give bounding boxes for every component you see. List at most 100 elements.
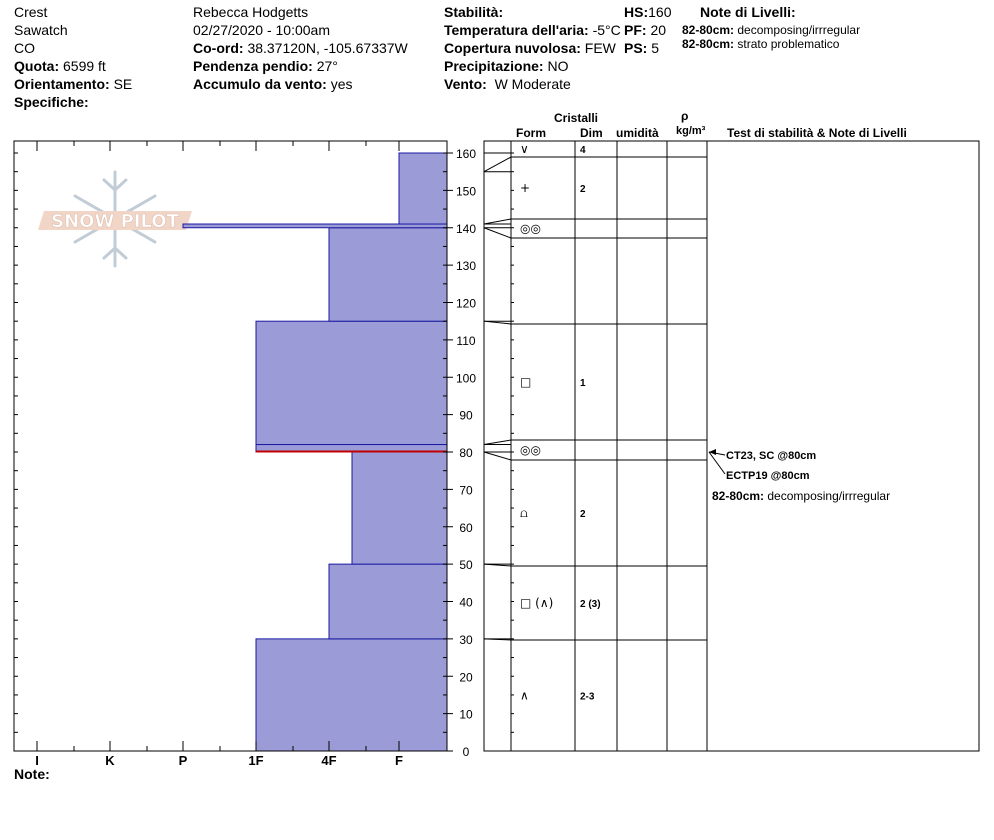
crystal-form: ∨ bbox=[520, 142, 529, 156]
crystal-form: + bbox=[520, 181, 530, 195]
layer-note-1-depth: 82-80cm: bbox=[682, 23, 735, 37]
wind: Vento: W Moderate bbox=[444, 76, 571, 93]
air-temp-value: -5°C bbox=[592, 22, 621, 38]
y-tick-label: 90 bbox=[459, 409, 473, 423]
layer-connector bbox=[483, 439, 512, 446]
y-tick-label: 70 bbox=[459, 483, 473, 497]
layer-note-2-text: strato problematico bbox=[737, 37, 840, 51]
y-tick-label: 0 bbox=[463, 745, 470, 759]
layer-connector bbox=[483, 451, 512, 461]
air-temp: Temperatura dell'aria: -5°C bbox=[444, 22, 621, 39]
crystal-size: 1 bbox=[580, 378, 586, 389]
x-tick-label: F bbox=[395, 753, 403, 768]
x-tick-label: K bbox=[105, 753, 115, 768]
pf-value: 20 bbox=[650, 22, 667, 38]
crystal-size: 4 bbox=[580, 145, 586, 156]
crystal-form: □ bbox=[520, 375, 531, 389]
crystal-table-frame bbox=[483, 140, 980, 752]
coords-label: Co-ord: bbox=[193, 40, 244, 56]
aspect: Orientamento: SE bbox=[14, 76, 132, 93]
y-tick-label: 10 bbox=[459, 708, 473, 722]
stability-test-1: CT23, SC @80cm bbox=[726, 450, 817, 462]
wind-value: W Moderate bbox=[494, 76, 571, 92]
elevation-value: 6599 ft bbox=[63, 58, 106, 74]
layer-note-2: 82-80cm: strato problematico bbox=[682, 37, 839, 52]
y-tick-label: 50 bbox=[459, 558, 473, 572]
air-temp-label: Temperatura dell'aria: bbox=[444, 22, 589, 38]
hardness-bar-4 bbox=[255, 320, 448, 446]
y-tick-label: 80 bbox=[459, 446, 473, 460]
elevation: Quota: 6599 ft bbox=[14, 58, 106, 75]
notes-label: Note: bbox=[14, 766, 50, 782]
hardness-bar-5 bbox=[328, 227, 448, 322]
crystal-form: ◎◎ bbox=[520, 222, 541, 236]
hardness-plot-frame bbox=[13, 140, 448, 752]
slope-value: 27° bbox=[316, 58, 338, 74]
layer-connector bbox=[483, 227, 512, 239]
wind-label: Vento: bbox=[444, 76, 487, 92]
hardness-bar-1 bbox=[328, 563, 448, 640]
x-tick-label: I bbox=[35, 753, 39, 768]
y-tick-label: 40 bbox=[459, 596, 473, 610]
layer-connector bbox=[483, 156, 512, 173]
hardness-bar-6 bbox=[182, 223, 448, 229]
pf-label: PF: bbox=[624, 22, 647, 38]
crystal-size: 2 bbox=[580, 184, 586, 195]
layer-note-1-text: decomposing/irrregular bbox=[737, 23, 861, 37]
wind-loading-value: yes bbox=[330, 76, 353, 92]
hardness-bar-7 bbox=[398, 152, 448, 225]
layer-note-inline: 82-80cm: decomposing/irrregular bbox=[712, 488, 890, 505]
coords: Co-ord: 38.37120N, -105.67337W bbox=[193, 40, 408, 57]
col-crystals: Cristalli bbox=[554, 111, 599, 125]
ps: PS: 5 bbox=[624, 40, 659, 57]
snowpilot-logo: SNOW PILOT bbox=[38, 170, 192, 268]
range: Sawatch bbox=[14, 22, 68, 38]
hardness-bar-2 bbox=[351, 451, 448, 565]
crystal-size: 2 (3) bbox=[580, 599, 601, 610]
aspect-value: SE bbox=[113, 76, 133, 92]
crystal-form: □ (∧) bbox=[520, 596, 553, 610]
stability-label: Stabilità: bbox=[444, 4, 504, 20]
wind-loading: Accumulo da vento: yes bbox=[193, 76, 352, 93]
pf: PF: 20 bbox=[624, 22, 666, 39]
col-density-unit: kg/m³ bbox=[676, 125, 706, 137]
layer-connector bbox=[483, 218, 512, 225]
wind-loading-label: Accumulo da vento: bbox=[193, 76, 327, 92]
specifics-label: Specifiche: bbox=[14, 94, 89, 110]
slope: Pendenza pendio: 27° bbox=[193, 58, 338, 75]
cloud-value: FEW bbox=[584, 40, 616, 56]
layer-notes-title: Note di Livelli: bbox=[700, 4, 796, 20]
layer-note-2-depth: 82-80cm: bbox=[682, 37, 735, 51]
x-tick-label: P bbox=[179, 753, 188, 768]
y-tick-label: 160 bbox=[456, 147, 476, 161]
logo-banner bbox=[38, 211, 192, 230]
crystal-form: ∧ bbox=[520, 689, 529, 703]
arrow-head-icon bbox=[709, 449, 716, 455]
location: Crest bbox=[14, 4, 48, 20]
col-stability-notes: Test di stabilità & Note di Livelli bbox=[727, 126, 907, 140]
coords-value: 38.37120N, -105.67337W bbox=[247, 40, 408, 56]
layer-note-inline-text: decomposing/irrregular bbox=[767, 489, 891, 503]
datetime: 02/27/2020 - 10:00am bbox=[193, 22, 330, 38]
logo-text: SNOW PILOT bbox=[51, 211, 179, 232]
state: CO bbox=[14, 40, 35, 56]
y-tick-label: 30 bbox=[459, 633, 473, 647]
aspect-label: Orientamento: bbox=[14, 76, 110, 92]
hs: HS:160 bbox=[624, 4, 671, 21]
stability-arrow-2 bbox=[708, 451, 726, 475]
crystal-size: 2 bbox=[580, 509, 586, 520]
layer-note-inline-depth: 82-80cm: bbox=[712, 489, 765, 503]
y-tick-label: 60 bbox=[459, 521, 473, 535]
y-tick-label: 20 bbox=[459, 670, 473, 684]
x-tick-label: 1F bbox=[248, 753, 263, 768]
y-tick-label: 100 bbox=[456, 371, 476, 385]
col-dim: Dim bbox=[580, 126, 603, 140]
ps-label: PS: bbox=[624, 40, 648, 56]
y-tick-label: 150 bbox=[456, 184, 476, 198]
y-tick-label: 140 bbox=[456, 222, 476, 236]
layer-note-1: 82-80cm: decomposing/irrregular bbox=[682, 23, 860, 38]
hs-value: 160 bbox=[648, 4, 672, 20]
ps-value: 5 bbox=[651, 40, 660, 56]
observer: Rebecca Hodgetts bbox=[193, 4, 309, 20]
